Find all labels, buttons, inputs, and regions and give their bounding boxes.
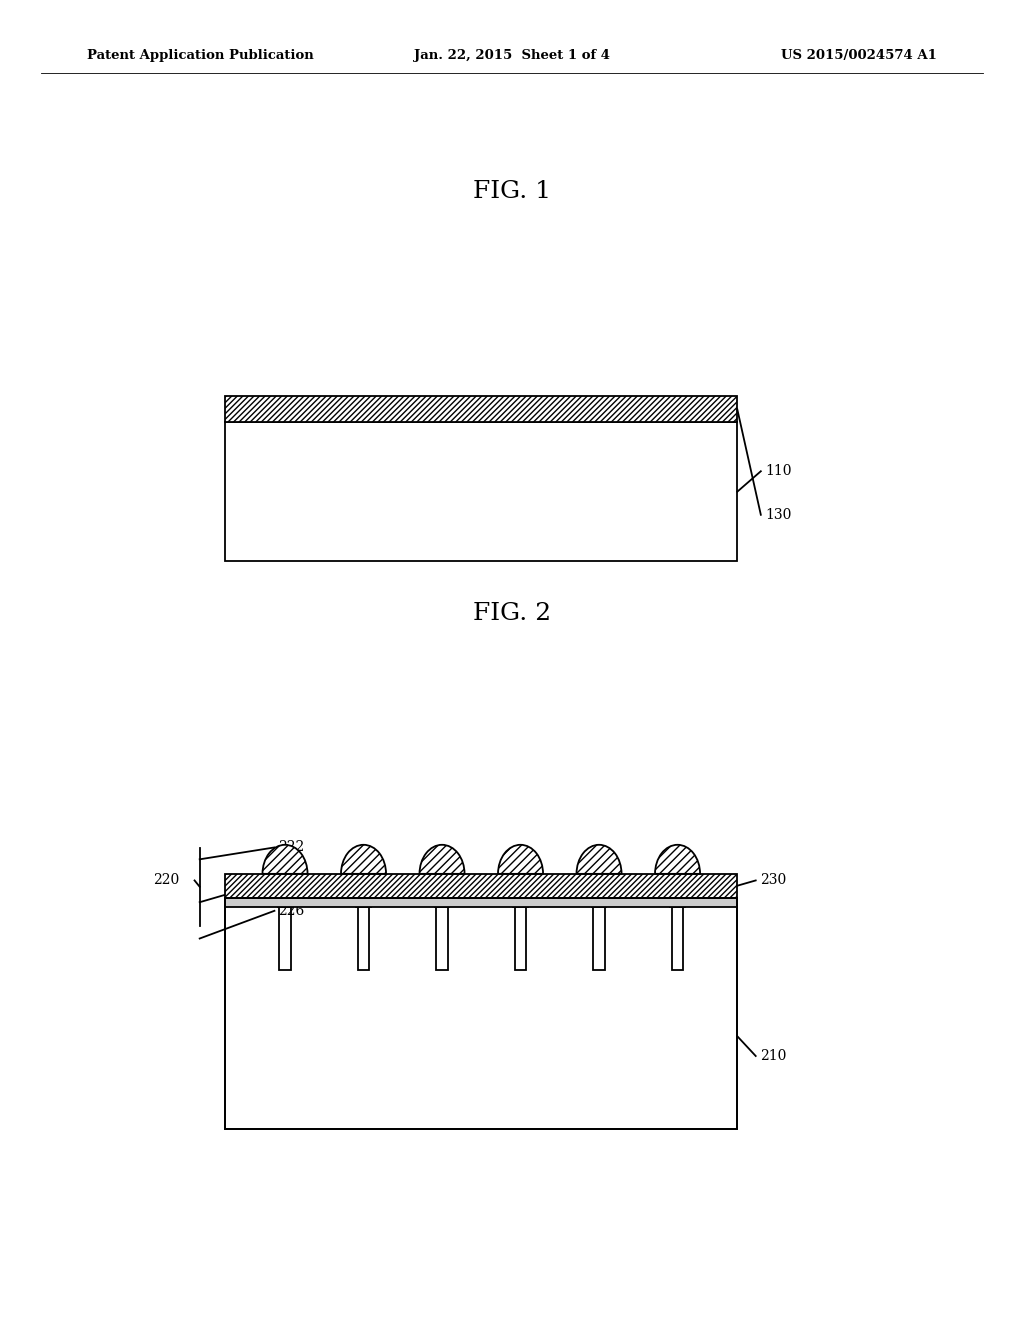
Wedge shape: [577, 845, 622, 874]
Bar: [358, 907, 369, 970]
Text: 224: 224: [279, 874, 305, 887]
Bar: [592, 874, 606, 907]
Wedge shape: [498, 845, 543, 874]
Wedge shape: [498, 845, 543, 874]
Bar: [280, 907, 291, 970]
Bar: [225, 898, 737, 1129]
Bar: [672, 907, 683, 970]
Text: FIG. 2: FIG. 2: [473, 602, 551, 626]
Bar: [513, 874, 527, 907]
Wedge shape: [262, 845, 307, 874]
Bar: [671, 874, 685, 907]
Wedge shape: [655, 845, 700, 874]
Text: 230: 230: [760, 874, 786, 887]
Bar: [436, 907, 447, 970]
Text: 226: 226: [279, 904, 305, 917]
Text: 222: 222: [279, 841, 305, 854]
Text: 130: 130: [765, 508, 792, 521]
Wedge shape: [262, 845, 307, 874]
Wedge shape: [420, 845, 465, 874]
Bar: [594, 907, 604, 970]
Bar: [278, 874, 292, 907]
Wedge shape: [341, 845, 386, 874]
Text: Patent Application Publication: Patent Application Publication: [87, 49, 313, 62]
Text: US 2015/0024574 A1: US 2015/0024574 A1: [781, 49, 937, 62]
Bar: [435, 874, 450, 907]
Bar: [225, 396, 737, 422]
Wedge shape: [420, 845, 465, 874]
Bar: [225, 898, 737, 907]
Wedge shape: [577, 845, 622, 874]
Bar: [225, 422, 737, 561]
Wedge shape: [341, 845, 386, 874]
Text: 110: 110: [765, 465, 792, 478]
Wedge shape: [655, 845, 700, 874]
Bar: [225, 874, 737, 898]
Bar: [515, 907, 526, 970]
Text: FIG. 1: FIG. 1: [473, 180, 551, 203]
Bar: [356, 874, 371, 907]
Text: 210: 210: [760, 1049, 786, 1063]
Text: Jan. 22, 2015  Sheet 1 of 4: Jan. 22, 2015 Sheet 1 of 4: [414, 49, 610, 62]
Bar: [225, 898, 737, 1129]
Text: 220: 220: [153, 874, 179, 887]
